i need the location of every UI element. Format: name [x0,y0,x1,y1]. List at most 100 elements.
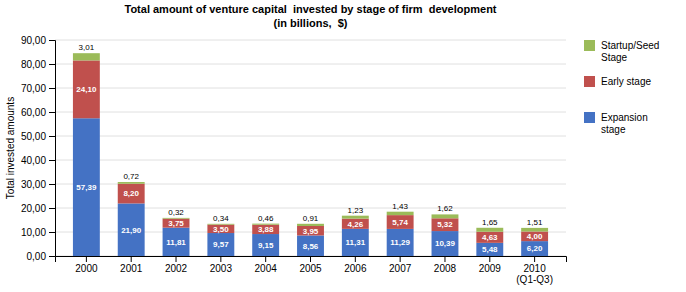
bar [432,218,459,231]
y-tick-label: 60,00 [21,107,46,118]
data-label: 0,34 [213,214,229,223]
data-label: 1,43 [392,202,408,211]
data-label: 5,32 [437,220,453,229]
data-label: 8,56 [303,242,319,251]
x-tick-label: 2002 [165,263,188,274]
y-tick-mark [49,40,55,41]
x-tick-mark [400,256,401,262]
bar [476,243,503,256]
x-tick: 2004 [255,256,278,274]
chart: 0,0010,0020,0030,0040,0050,0060,0070,008… [0,0,686,292]
y-tick-mark [49,112,55,113]
x-tick: 2008 [434,256,457,274]
x-tick-label: 2003 [210,263,233,274]
series [73,118,548,256]
bar [73,53,100,60]
x-tick-label: 2004 [255,263,278,274]
y-tick-mark [49,184,55,185]
y-tick-label: 90,00 [21,35,46,46]
legend: Startup/SeedStage Early stage Expansionsta… [584,40,659,135]
x-tick-mark [534,256,535,262]
x-tick: 2006 [344,256,367,274]
legend-label: Startup/SeedStage [601,40,659,63]
bar [342,219,369,229]
bar [252,234,279,256]
data-label: 1,23 [348,206,364,215]
bar [163,219,190,228]
y-tick: 60,00 [21,107,55,118]
data-label: 9,15 [258,241,274,250]
x-tick-label: 2000 [75,263,98,274]
data-label: 5,74 [392,218,408,227]
y-tick-mark [49,64,55,65]
x-tick-mark [176,256,177,262]
y-tick-mark [49,136,55,137]
y-tick-mark [49,208,55,209]
y-tick-mark [49,88,55,89]
bar [387,229,414,256]
y-tick: 80,00 [21,59,55,70]
bars [73,53,548,256]
bar [207,233,234,256]
grid-line [55,88,566,89]
y-tick: 30,00 [21,179,55,190]
grid-line [55,136,566,137]
data-label: 11,81 [166,238,186,247]
bar [118,184,145,204]
data-label: 4,26 [348,220,364,229]
data-label: 0,91 [303,214,319,223]
plot: 0,0010,0020,0030,0040,0050,0060,0070,008… [21,35,567,285]
x-tick-label: 2008 [434,263,457,274]
title: Total amount of venture capital invested… [124,3,496,15]
bar [387,215,414,229]
data-label: 21,90 [121,226,142,235]
data-label: 3,50 [213,225,229,234]
grid-line [55,40,566,41]
x-tick-mark [220,256,221,262]
bar [387,212,414,215]
y-tick: 40,00 [21,155,55,166]
y-tick-label: 50,00 [21,131,46,142]
bar [432,214,459,218]
x-tick-mark [131,256,132,262]
bar [342,216,369,219]
y-axis-title: Total invested amounts [5,97,16,199]
y-tick: 50,00 [21,131,55,142]
data-label: 1,51 [527,218,543,227]
bar [521,232,548,242]
y-tick-mark [49,232,55,233]
data-label: 0,72 [123,172,139,181]
grid [55,40,566,256]
legend-item: Startup/SeedStage [584,40,659,63]
bar [163,228,190,256]
data-label: 4,63 [482,233,498,242]
grid-line [55,64,566,65]
y-tick-label: 0,00 [27,251,47,262]
legend-label: Early stage [601,76,651,87]
bar [73,118,100,256]
data-label: 3,01 [79,43,95,52]
subtitle: (in billions, $) [274,17,348,29]
bar [476,232,503,243]
x-tick: 2010(Q1-Q3) [516,256,553,285]
legend-item: Expansionstage [584,112,648,135]
data-label: 4,00 [527,232,543,241]
data-label: 3,88 [258,225,274,234]
bar [521,228,548,232]
bar [73,60,100,118]
x-tick-label: 2009 [479,263,502,274]
y-tick-mark [49,256,55,257]
y-tick: 0,00 [27,251,55,262]
x-tick-label: 2005 [299,263,322,274]
series [73,53,548,232]
legend-swatch [584,40,595,51]
x-tick: 2009 [479,256,502,274]
bar [297,226,324,235]
bar [521,241,548,256]
data-label: 5,48 [482,245,498,254]
bar [118,203,145,256]
data-label: 3,95 [303,227,319,236]
y-tick: 10,00 [21,227,55,238]
x-tick: 2002 [165,256,188,274]
x-tick: 2007 [389,256,412,274]
